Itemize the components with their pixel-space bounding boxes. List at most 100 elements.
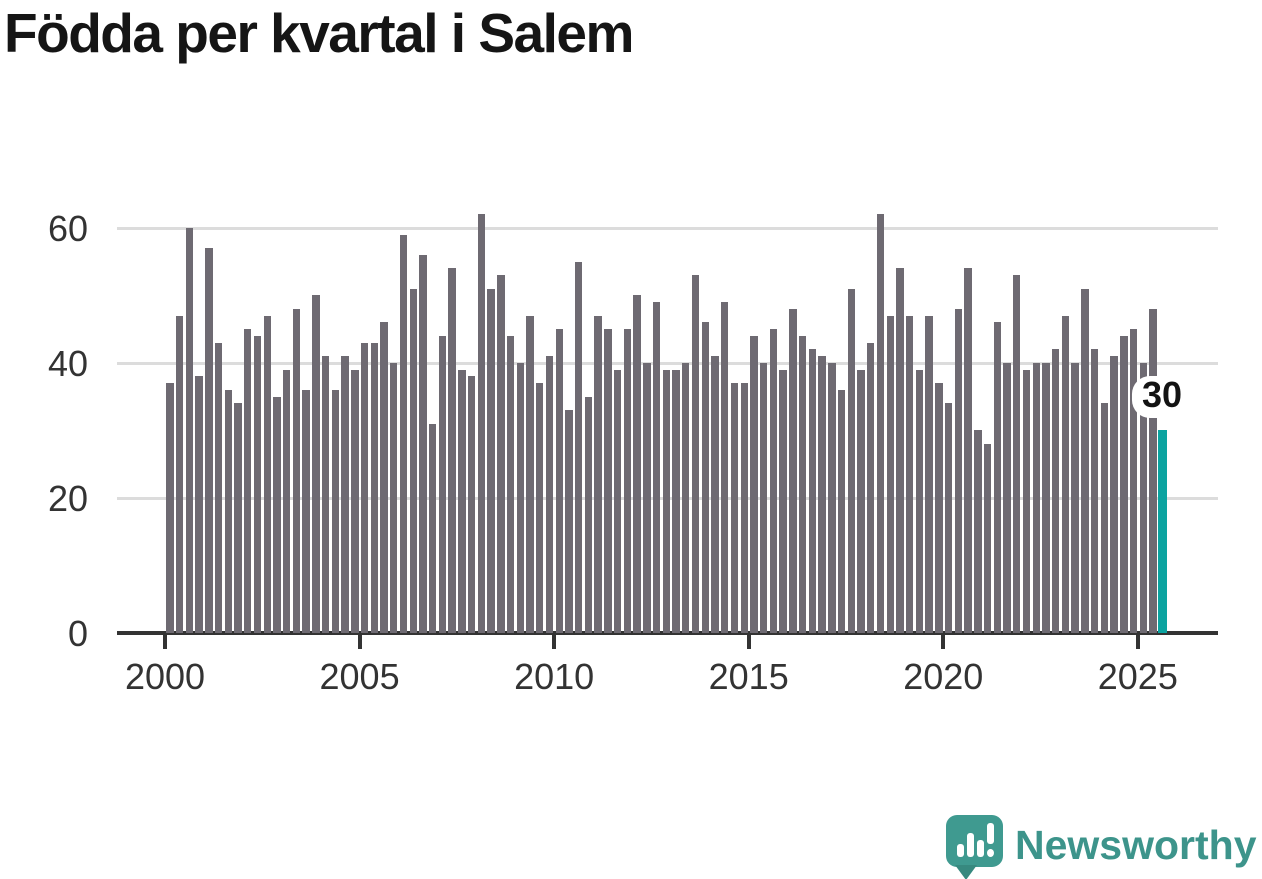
bar [253, 336, 262, 633]
bar-slot-80 [944, 183, 954, 633]
bars-container [165, 183, 1168, 633]
bar [312, 295, 320, 633]
bar [964, 268, 972, 633]
bar-slot-19 [350, 183, 360, 633]
bar [1100, 403, 1109, 633]
bar [643, 363, 651, 633]
bar-slot-18 [340, 183, 350, 633]
bar [623, 329, 632, 633]
bar-slot-102 [1158, 183, 1168, 633]
logo-bubble-square [946, 815, 1003, 867]
bar [652, 302, 661, 633]
bar-slot-5 [214, 183, 224, 633]
x-axis-label-2005: 2005 [319, 656, 400, 697]
bar-slot-90 [1041, 183, 1051, 633]
bar-slot-12 [282, 183, 292, 633]
bar-slot-30 [457, 183, 467, 633]
bar [730, 383, 739, 633]
chart-title: Födda per kvartal i Salem [4, 2, 634, 64]
bar [672, 370, 680, 633]
gridline-y-60 [117, 227, 1218, 230]
bar-slot-16 [321, 183, 331, 633]
bar [798, 336, 807, 633]
bar [341, 356, 349, 633]
x-axis-tick-2020 [941, 635, 946, 649]
bar [847, 289, 855, 633]
bar [1013, 275, 1021, 633]
bar [516, 363, 524, 633]
bar-slot-96 [1100, 183, 1110, 633]
bar [808, 349, 817, 633]
bar-slot-88 [1022, 183, 1032, 633]
bar [1052, 349, 1060, 633]
bar [224, 390, 232, 633]
bar-slot-56 [710, 183, 720, 633]
bar-slot-36 [515, 183, 525, 633]
x-axis-label-2010: 2010 [514, 656, 595, 697]
bar-slot-44 [593, 183, 603, 633]
bar [409, 289, 417, 633]
bar [905, 316, 914, 633]
bar [458, 370, 466, 633]
bar [429, 424, 437, 633]
bar [1042, 363, 1050, 633]
bar-slot-70 [846, 183, 856, 633]
bar [448, 268, 456, 633]
bar-slot-64 [788, 183, 798, 633]
bar-slot-79 [934, 183, 944, 633]
bar-slot-68 [827, 183, 837, 633]
bar [302, 390, 310, 633]
bar [565, 410, 573, 633]
bar-slot-98 [1119, 183, 1129, 633]
bar-slot-69 [837, 183, 847, 633]
bar [390, 363, 398, 633]
bar-slot-6 [223, 183, 233, 633]
bar [740, 383, 748, 633]
bar [545, 356, 554, 633]
bar [195, 376, 203, 633]
bar-slot-100 [1138, 183, 1148, 633]
bar [759, 363, 768, 633]
bar-slot-27 [428, 183, 438, 633]
bar [263, 316, 271, 633]
bar [234, 403, 242, 633]
bar-slot-72 [866, 183, 876, 633]
bar [214, 343, 223, 633]
bar-slot-8 [243, 183, 253, 633]
x-axis-label-2020: 2020 [903, 656, 984, 697]
bar-slot-37 [525, 183, 535, 633]
bar-slot-2 [184, 183, 194, 633]
bar [594, 316, 602, 633]
bar-slot-101 [1148, 183, 1158, 633]
bar [1129, 329, 1138, 633]
bar-slot-74 [885, 183, 895, 633]
x-axis-tick-2025 [1135, 635, 1140, 649]
bar-slot-33 [486, 183, 496, 633]
bar [351, 370, 359, 633]
bar [331, 390, 340, 633]
bar-slot-65 [798, 183, 808, 633]
logo-bubble-tail [955, 865, 977, 879]
bar [1022, 370, 1031, 633]
logo-exclamation-dot [987, 849, 994, 857]
bar-slot-55 [700, 183, 710, 633]
bar [769, 329, 778, 633]
bar-slot-63 [778, 183, 788, 633]
bar-slot-61 [759, 183, 769, 633]
x-axis-tick-2010 [552, 635, 557, 649]
bar [701, 322, 709, 633]
bar [711, 356, 719, 633]
bar-slot-59 [739, 183, 749, 633]
bar-slot-49 [642, 183, 652, 633]
bar-slot-17 [330, 183, 340, 633]
bar [915, 370, 924, 633]
bar-slot-57 [720, 183, 730, 633]
bar [828, 363, 836, 633]
bar-slot-28 [438, 183, 448, 633]
bar [584, 397, 593, 633]
bar [876, 214, 885, 633]
bar-slot-25 [408, 183, 418, 633]
bar-slot-42 [574, 183, 584, 633]
bar [682, 363, 690, 633]
